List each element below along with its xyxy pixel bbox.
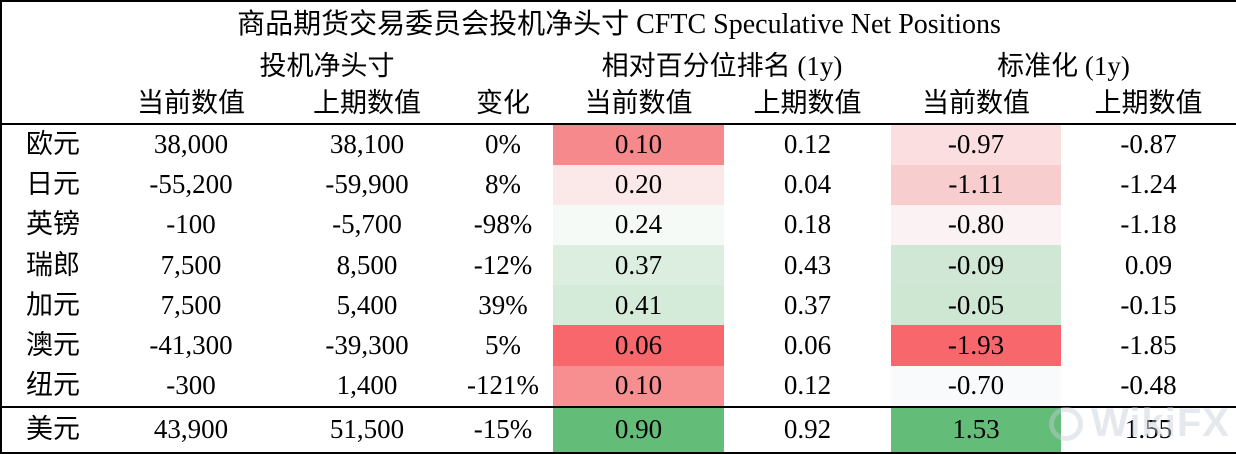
empty-cell <box>1 84 101 125</box>
currency-label: 澳元 <box>26 329 80 360</box>
std-current-value: -0.09 <box>891 245 1061 286</box>
spec-previous-value: -39,300 <box>325 329 409 360</box>
spec-previous-value: -59,900 <box>325 169 409 200</box>
change-value: -15% <box>453 405 553 453</box>
spec-previous-value: 8,500 <box>336 249 398 280</box>
spec-previous-value: 1,400 <box>336 370 398 401</box>
col-header-spec-previous: 上期数值 <box>281 84 453 125</box>
spec-current-value: 38,000 <box>153 129 229 160</box>
pct-current-value: 0.10 <box>553 123 724 165</box>
std-current-value: -0.80 <box>891 204 1061 246</box>
col-header-pct-previous: 上期数值 <box>724 84 891 125</box>
change-value: 5% <box>485 329 521 360</box>
pct-current-value: 0.20 <box>553 164 724 205</box>
pct-previous-value: 0.92 <box>724 405 891 453</box>
std-current-value: -1.93 <box>891 325 1061 366</box>
std-previous-value: 0.09 <box>1124 249 1173 280</box>
std-previous-value: -1.18 <box>1120 209 1177 240</box>
currency-label: 日元 <box>26 169 80 200</box>
empty-cell <box>1 48 101 84</box>
spec-previous-value: 38,100 <box>329 129 405 160</box>
std-current-value: -0.05 <box>891 285 1061 326</box>
table-row-jpy: 日元 -55,200 -59,900 8% 0.20 0.04 -1.11 -1… <box>1 164 1236 205</box>
pct-current-value: 0.24 <box>553 204 724 246</box>
spec-current-value: -100 <box>166 209 216 240</box>
std-current-value: -0.97 <box>891 123 1061 165</box>
change-value: 0% <box>485 129 521 160</box>
spec-current-value: 43,900 <box>101 405 281 453</box>
currency-label: 纽元 <box>26 370 80 401</box>
spec-previous-value: 5,400 <box>336 289 398 320</box>
group-header-normalized: 标准化 (1y) <box>997 50 1130 81</box>
currency-label: 欧元 <box>26 129 80 160</box>
change-value: -12% <box>473 249 533 280</box>
spec-current-value: -55,200 <box>149 169 233 200</box>
table-row-cad: 加元 7,500 5,400 39% 0.41 0.37 -0.05 -0.15 <box>1 285 1236 326</box>
pct-current-value: 0.10 <box>553 365 724 407</box>
col-header-std-previous: 上期数值 <box>1061 84 1236 125</box>
spec-current-value: -300 <box>166 370 216 401</box>
pct-previous-value: 0.12 <box>783 370 832 401</box>
currency-label: 英镑 <box>26 209 80 240</box>
table-row-gbp: 英镑 -100 -5,700 -98% 0.24 0.18 -0.80 -1.1… <box>1 204 1236 246</box>
std-previous-value: -0.15 <box>1120 289 1177 320</box>
std-previous-value: -0.48 <box>1120 370 1177 401</box>
column-group-header-row: 投机净头寸 相对百分位排名 (1y) 标准化 (1y) <box>1 48 1236 84</box>
table-row-aud: 澳元 -41,300 -39,300 5% 0.06 0.06 -1.93 -1… <box>1 325 1236 366</box>
change-value: 39% <box>478 289 528 320</box>
std-previous-value: -0.87 <box>1120 129 1177 160</box>
change-value: -98% <box>473 209 533 240</box>
table-row-eur: 欧元 38,000 38,100 0% 0.10 0.12 -0.97 -0.8… <box>1 123 1236 165</box>
pct-current-value: 0.37 <box>553 245 724 286</box>
spec-current-value: 7,500 <box>160 249 222 280</box>
table-row-usd: 美元 43,900 51,500 -15% 0.90 0.92 1.53 1.5… <box>1 405 1236 453</box>
col-header-change: 变化 <box>453 84 553 125</box>
col-header-spec-current: 当前数值 <box>101 84 281 125</box>
std-current-value: 1.53 <box>891 405 1061 453</box>
pct-previous-value: 0.06 <box>783 329 832 360</box>
col-header-pct-current: 当前数值 <box>553 84 724 125</box>
std-previous-value: 1.55 <box>1061 405 1236 453</box>
pct-previous-value: 0.12 <box>783 129 832 160</box>
spec-current-value: 7,500 <box>160 289 222 320</box>
spec-current-value: -41,300 <box>149 329 233 360</box>
std-previous-value: -1.24 <box>1120 169 1177 200</box>
pct-current-value: 0.90 <box>553 405 724 453</box>
col-header-std-current: 当前数值 <box>891 84 1061 125</box>
currency-label: 加元 <box>26 289 80 320</box>
pct-previous-value: 0.37 <box>783 289 832 320</box>
column-header-row: 当前数值 上期数值 变化 当前数值 上期数值 当前数值 上期数值 <box>1 84 1236 125</box>
page-title: 商品期货交易委员会投机净头寸 CFTC Speculative Net Posi… <box>237 9 1001 40</box>
group-header-percentile: 相对百分位排名 (1y) <box>601 50 843 81</box>
group-header-positions: 投机净头寸 <box>259 50 395 81</box>
change-value: 8% <box>485 169 521 200</box>
pct-previous-value: 0.04 <box>783 169 832 200</box>
pct-previous-value: 0.43 <box>783 249 832 280</box>
std-current-value: -1.11 <box>891 164 1061 205</box>
spec-previous-value: 51,500 <box>281 405 453 453</box>
std-previous-value: -1.85 <box>1120 329 1177 360</box>
currency-label: 瑞郎 <box>26 249 80 280</box>
std-current-value: -0.70 <box>891 365 1061 407</box>
change-value: -121% <box>467 370 539 401</box>
table-row-chf: 瑞郎 7,500 8,500 -12% 0.37 0.43 -0.09 0.09 <box>1 245 1236 286</box>
pct-current-value: 0.06 <box>553 325 724 366</box>
pct-current-value: 0.41 <box>553 285 724 326</box>
pct-previous-value: 0.18 <box>783 209 832 240</box>
spec-previous-value: -5,700 <box>332 209 402 240</box>
currency-label: 美元 <box>1 405 101 453</box>
table-title-row: 商品期货交易委员会投机净头寸 CFTC Speculative Net Posi… <box>1 1 1236 48</box>
table-row-nzd: 纽元 -300 1,400 -121% 0.10 0.12 -0.70 -0.4… <box>1 365 1236 407</box>
